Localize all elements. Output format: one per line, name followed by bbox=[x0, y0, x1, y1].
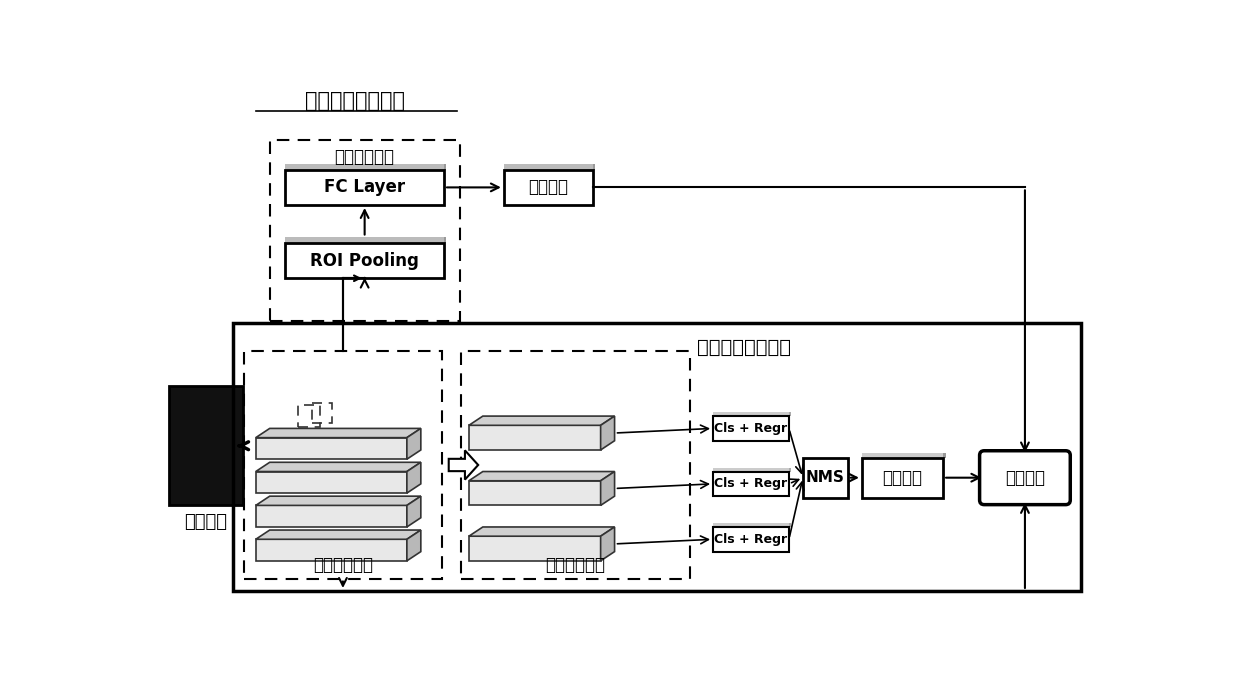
Bar bbox=[506, 164, 595, 169]
Polygon shape bbox=[469, 416, 615, 425]
Polygon shape bbox=[255, 429, 420, 438]
Bar bbox=[713, 416, 789, 441]
Polygon shape bbox=[255, 471, 407, 493]
Bar bbox=[233, 323, 1081, 591]
Bar bbox=[715, 523, 791, 527]
Bar bbox=[285, 164, 444, 169]
FancyBboxPatch shape bbox=[980, 451, 1070, 504]
Bar bbox=[244, 351, 441, 579]
Polygon shape bbox=[407, 429, 420, 459]
Polygon shape bbox=[600, 527, 615, 561]
Bar bbox=[713, 527, 789, 552]
Polygon shape bbox=[255, 506, 407, 527]
Bar bbox=[503, 169, 593, 205]
Bar bbox=[285, 238, 444, 243]
Polygon shape bbox=[407, 530, 420, 561]
Text: 定位结果: 定位结果 bbox=[883, 469, 923, 486]
Bar bbox=[312, 403, 332, 423]
Text: 目标分类网络分支: 目标分类网络分支 bbox=[305, 91, 405, 111]
Bar bbox=[503, 164, 593, 169]
Polygon shape bbox=[469, 471, 615, 481]
Bar bbox=[288, 164, 446, 169]
Bar bbox=[285, 169, 444, 205]
Bar bbox=[715, 468, 791, 471]
Bar bbox=[862, 453, 944, 457]
Polygon shape bbox=[469, 536, 600, 561]
Bar bbox=[288, 238, 446, 243]
Bar bbox=[804, 457, 848, 497]
Polygon shape bbox=[407, 462, 420, 493]
Polygon shape bbox=[255, 462, 420, 471]
Text: 分类结果: 分类结果 bbox=[528, 178, 568, 196]
Bar bbox=[169, 386, 243, 506]
Polygon shape bbox=[600, 416, 615, 450]
Polygon shape bbox=[469, 527, 615, 536]
Bar bbox=[864, 453, 945, 457]
Polygon shape bbox=[449, 451, 479, 480]
Text: FC Layer: FC Layer bbox=[324, 178, 405, 196]
Text: 区域分类模块: 区域分类模块 bbox=[335, 148, 394, 166]
Bar bbox=[713, 412, 789, 416]
Text: 特征提取模块: 特征提取模块 bbox=[312, 556, 373, 574]
Text: 输入图像: 输入图像 bbox=[185, 513, 227, 531]
Bar bbox=[461, 351, 689, 579]
Polygon shape bbox=[255, 539, 407, 561]
Polygon shape bbox=[255, 438, 407, 459]
Bar bbox=[285, 243, 444, 278]
Bar bbox=[299, 405, 320, 427]
Polygon shape bbox=[407, 496, 420, 527]
Polygon shape bbox=[469, 425, 600, 450]
Text: Cls + Regr: Cls + Regr bbox=[714, 533, 787, 546]
Polygon shape bbox=[255, 530, 420, 539]
Bar bbox=[270, 141, 460, 321]
Bar bbox=[713, 471, 789, 496]
Text: Cls + Regr: Cls + Regr bbox=[714, 477, 787, 491]
Text: 目标检测模块: 目标检测模块 bbox=[546, 556, 605, 574]
Text: NMS: NMS bbox=[806, 470, 844, 485]
Text: 检测结果: 检测结果 bbox=[1004, 469, 1045, 486]
Bar bbox=[715, 412, 791, 416]
Polygon shape bbox=[600, 471, 615, 506]
Text: Cls + Regr: Cls + Regr bbox=[714, 422, 787, 435]
Bar bbox=[862, 457, 944, 497]
Text: 基础检测网络分支: 基础检测网络分支 bbox=[697, 338, 791, 357]
Polygon shape bbox=[255, 496, 420, 506]
Bar bbox=[713, 468, 789, 471]
Text: ROI Pooling: ROI Pooling bbox=[310, 251, 419, 269]
Bar bbox=[713, 523, 789, 527]
Polygon shape bbox=[469, 481, 600, 506]
